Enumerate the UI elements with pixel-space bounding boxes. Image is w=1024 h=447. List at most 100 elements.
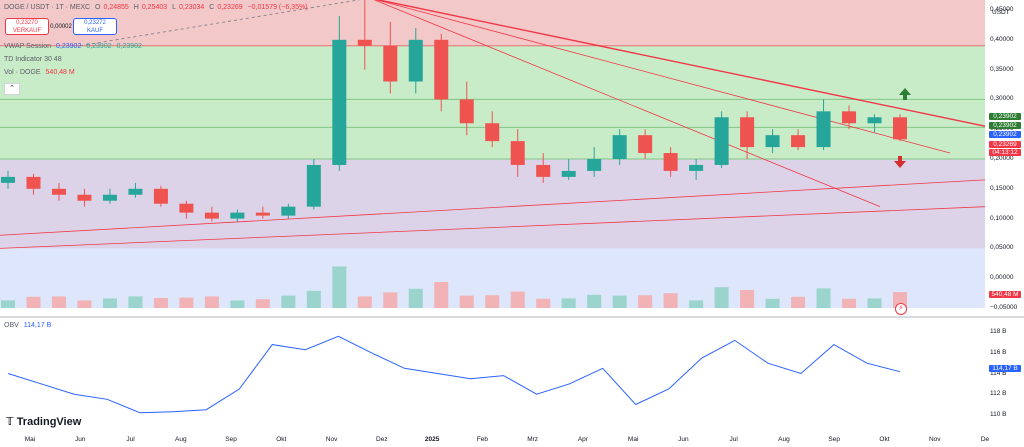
candle-body [842, 111, 857, 124]
candle-body [357, 39, 372, 46]
arrow-up-icon [899, 88, 911, 100]
ohlc-change: −0,01579 (−6,35%) [247, 4, 308, 11]
candle-body [510, 141, 525, 165]
volume-bar [587, 294, 602, 308]
time-tick-label: Jul [729, 436, 738, 443]
volume-bar [740, 290, 755, 308]
price-tick-label: 0,45000 [990, 6, 1014, 13]
volume-bar [281, 295, 296, 308]
tradingview-logo-text: TradingView [16, 416, 82, 428]
volume-bar [102, 298, 117, 308]
obv-value: 114,17 B [23, 322, 52, 329]
vwap-legend[interactable]: VWAP Session 0,23902 0,23902 0,23902 [4, 43, 145, 50]
time-tick-label: Aug [778, 436, 790, 443]
price-tick-label: −0,05000 [990, 304, 1018, 311]
time-tick-label: Feb [476, 436, 488, 443]
zone-red-top [0, 0, 985, 46]
volume-bar [255, 299, 270, 308]
candle-body [587, 159, 602, 171]
td-indicator-legend[interactable]: TD Indicator 30 48 [4, 56, 65, 63]
spread-value: 0,00002 [50, 24, 72, 30]
vwap-value-3: 0,23902 [116, 43, 142, 50]
candle-body [306, 164, 321, 207]
volume-bar [357, 296, 372, 308]
tradingview-logo[interactable]: 𝕋 TradingView [6, 415, 81, 428]
volume-bar [689, 300, 704, 308]
candle-body [740, 117, 755, 148]
obv-legend[interactable]: OBV 114,17 B [4, 322, 54, 329]
candle-body [0, 176, 16, 183]
trendline-third [373, 0, 881, 208]
candle-body [561, 170, 576, 177]
time-tick-label: Jun [678, 436, 689, 443]
candle-body [638, 135, 653, 154]
arrow-down-icon [894, 156, 906, 168]
lightning-icon[interactable]: ⚡ [895, 303, 907, 315]
time-tick-label: Jun [75, 436, 86, 443]
volume-bar [638, 295, 653, 308]
volume-bar [485, 295, 500, 308]
volume-bar [383, 292, 398, 308]
price-axis-currency: USDT [992, 9, 1010, 16]
tradingview-mark-icon: 𝕋 [6, 416, 14, 428]
price-tick-label: 0,35000 [990, 65, 1014, 73]
volume-bar [179, 297, 194, 308]
ohlc-low: 0,23034 [179, 4, 205, 11]
ohlc-high-label: H [133, 4, 139, 11]
volume-legend[interactable]: Vol · DOGE 540,48 M [4, 69, 78, 76]
collapse-legend-button[interactable]: ⌃ [4, 83, 20, 95]
price-tick-label: 0,10000 [990, 214, 1014, 222]
volume-bar [26, 296, 41, 308]
volume-bar [332, 266, 347, 308]
time-tick-label: 2025 [424, 436, 440, 443]
volume-bar [459, 295, 474, 308]
volume-bar [561, 298, 576, 308]
candle-body [408, 39, 423, 82]
candle-body [255, 212, 270, 216]
vwap-value-1: 0,23902 [56, 43, 82, 50]
td-indicator-name: TD Indicator 30 48 [4, 56, 62, 63]
buy-price: 0,23272 [84, 20, 106, 26]
volume-name: Vol · DOGE [4, 69, 41, 76]
time-tick-label: Aug [174, 436, 187, 443]
vwap-mid-tag: 0,23902 [989, 122, 1021, 129]
time-tick-label: Jul [126, 436, 135, 443]
vwap-name: VWAP Session [4, 43, 52, 50]
candle-body [689, 164, 704, 171]
candle-body [485, 123, 500, 142]
buy-label: KAUF [86, 28, 103, 34]
time-tick-label: De [980, 436, 990, 443]
zone-purple [0, 159, 985, 249]
candle-body [816, 111, 831, 148]
sell-label: VERKAUF [12, 28, 42, 34]
candle-body [867, 117, 882, 124]
obv-name: OBV [4, 322, 19, 329]
obv-tick-label: 110 B [990, 410, 1007, 418]
price-tick-label: 0,05000 [990, 244, 1014, 252]
time-tick-label: Mai [627, 436, 639, 443]
symbol-ohlc-row: DOGE / USDT · 1T · MEXC O 0,24855 H 0,2540… [4, 4, 311, 11]
candle-body [536, 164, 551, 177]
time-tick-label: Okt [879, 436, 890, 443]
volume-bar [612, 295, 627, 308]
time-tick-label: Mai [24, 436, 36, 443]
volume-bar [204, 296, 219, 308]
sell-button[interactable]: 0,23270 VERKAUF [5, 18, 49, 35]
candle-body [892, 117, 908, 140]
ohlc-open: 0,24855 [103, 4, 129, 11]
volume-bar [510, 291, 525, 308]
volume-bar [306, 290, 321, 308]
price-tick-label: 0,20000 [990, 155, 1014, 162]
vwap-value-2: 0,23902 [86, 43, 112, 50]
volume-bar [408, 288, 423, 308]
volume-bar [791, 296, 806, 308]
volume-value: 540,48 M [45, 69, 75, 76]
buy-button[interactable]: 0,23272 KAUF [73, 18, 117, 35]
candle-body [332, 39, 347, 165]
price-tick-label: 0,30000 [990, 95, 1014, 103]
time-tick-label: Dez [376, 436, 388, 443]
obv-tick-label: 112 B [990, 390, 1007, 398]
support-line-upper [0, 179, 986, 236]
